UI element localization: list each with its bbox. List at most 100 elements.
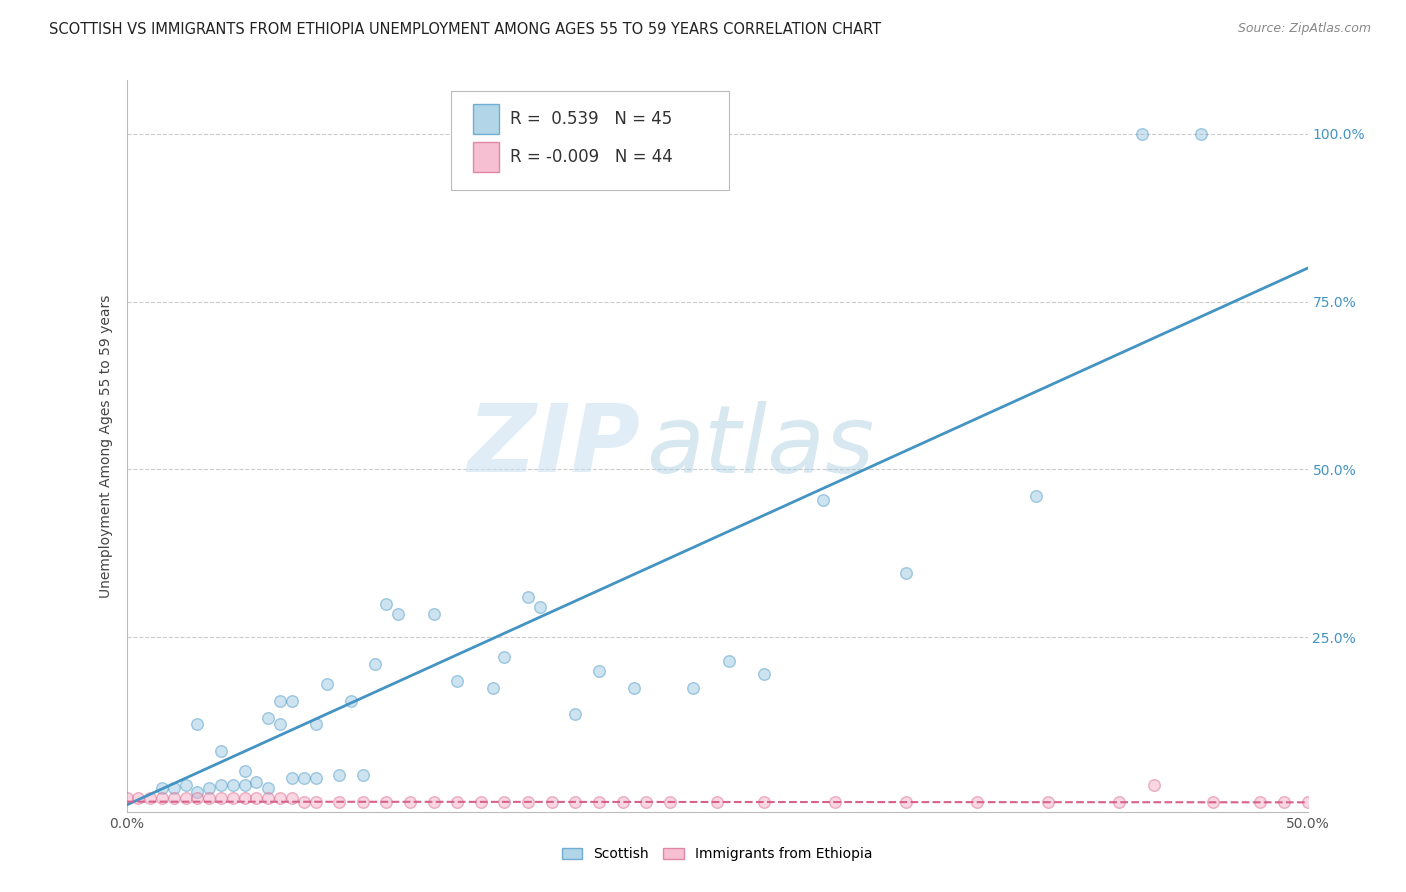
Point xyxy=(209,791,232,805)
Point xyxy=(894,795,917,809)
Point xyxy=(340,694,363,708)
Point xyxy=(198,781,221,796)
Point xyxy=(706,795,728,809)
Text: ZIP: ZIP xyxy=(467,400,640,492)
Point xyxy=(446,673,468,688)
Point xyxy=(658,795,681,809)
Text: Source: ZipAtlas.com: Source: ZipAtlas.com xyxy=(1237,22,1371,36)
Point xyxy=(257,711,280,725)
Legend: Scottish, Immigrants from Ethiopia: Scottish, Immigrants from Ethiopia xyxy=(555,842,879,867)
Point xyxy=(281,771,304,785)
Point xyxy=(233,764,256,779)
Point xyxy=(222,791,245,805)
Point xyxy=(636,795,658,809)
Point xyxy=(292,795,315,809)
Point xyxy=(328,795,350,809)
Point xyxy=(588,664,610,678)
Point xyxy=(269,717,291,731)
Point xyxy=(540,795,562,809)
Point xyxy=(352,768,374,782)
Text: R =  0.539   N = 45: R = 0.539 N = 45 xyxy=(510,110,672,128)
Point xyxy=(1272,795,1295,809)
Point xyxy=(564,707,586,722)
Point xyxy=(481,681,503,695)
Point xyxy=(682,681,704,695)
Point xyxy=(470,795,492,809)
Point xyxy=(269,694,291,708)
Point xyxy=(399,795,422,809)
Point xyxy=(127,791,149,805)
Point xyxy=(966,795,988,809)
Point xyxy=(517,590,540,604)
Point xyxy=(233,791,256,805)
Point xyxy=(813,492,835,507)
Point xyxy=(612,795,634,809)
Point xyxy=(292,771,315,785)
FancyBboxPatch shape xyxy=(472,103,499,135)
Point xyxy=(588,795,610,809)
Point xyxy=(517,795,540,809)
Point xyxy=(174,778,197,792)
Point xyxy=(564,795,586,809)
Point xyxy=(281,694,304,708)
Text: atlas: atlas xyxy=(647,401,875,491)
Point xyxy=(754,667,776,681)
Point xyxy=(1296,795,1319,809)
Point xyxy=(328,768,350,782)
Point xyxy=(1130,127,1153,141)
Point xyxy=(150,781,173,796)
Point xyxy=(494,795,516,809)
Point xyxy=(304,717,326,731)
Point xyxy=(163,791,186,805)
Point xyxy=(352,795,374,809)
Point xyxy=(824,795,846,809)
Point xyxy=(257,791,280,805)
Point xyxy=(446,795,468,809)
Point xyxy=(209,744,232,758)
Point xyxy=(222,778,245,792)
Point xyxy=(375,795,398,809)
Point xyxy=(233,778,256,792)
Point xyxy=(115,791,138,805)
Point xyxy=(186,791,208,805)
Point xyxy=(363,657,385,671)
Point xyxy=(1189,127,1212,141)
Point xyxy=(316,677,339,691)
Point xyxy=(163,781,186,796)
Point xyxy=(257,781,280,796)
FancyBboxPatch shape xyxy=(451,91,728,190)
Point xyxy=(494,650,516,665)
Point xyxy=(245,791,267,805)
Point xyxy=(174,791,197,805)
Point xyxy=(304,771,326,785)
Point xyxy=(245,774,267,789)
Point xyxy=(623,681,645,695)
Text: R = -0.009   N = 44: R = -0.009 N = 44 xyxy=(510,148,673,166)
Point xyxy=(422,795,444,809)
Point xyxy=(894,566,917,581)
Point xyxy=(139,791,162,805)
Text: SCOTTISH VS IMMIGRANTS FROM ETHIOPIA UNEMPLOYMENT AMONG AGES 55 TO 59 YEARS CORR: SCOTTISH VS IMMIGRANTS FROM ETHIOPIA UNE… xyxy=(49,22,882,37)
Point xyxy=(186,784,208,798)
Point xyxy=(1143,778,1166,792)
Point xyxy=(198,791,221,805)
Point xyxy=(1025,489,1047,503)
Point xyxy=(754,795,776,809)
Point xyxy=(1036,795,1059,809)
Point xyxy=(1108,795,1130,809)
Y-axis label: Unemployment Among Ages 55 to 59 years: Unemployment Among Ages 55 to 59 years xyxy=(98,294,112,598)
Point xyxy=(1249,795,1271,809)
Point xyxy=(304,795,326,809)
Point xyxy=(387,607,409,621)
Point xyxy=(150,791,173,805)
Point xyxy=(269,791,291,805)
FancyBboxPatch shape xyxy=(472,142,499,172)
Point xyxy=(529,600,551,615)
Point xyxy=(717,654,740,668)
Point xyxy=(1202,795,1225,809)
Point xyxy=(209,778,232,792)
Point xyxy=(186,717,208,731)
Point xyxy=(375,597,398,611)
Point xyxy=(281,791,304,805)
Point xyxy=(422,607,444,621)
